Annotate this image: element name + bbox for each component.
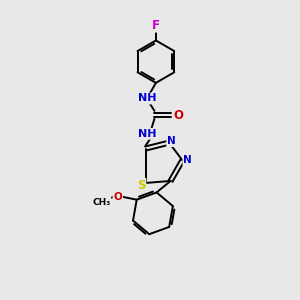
Text: N: N	[167, 136, 176, 146]
Text: CH₃: CH₃	[92, 197, 110, 206]
Text: NH: NH	[138, 129, 157, 139]
Text: NH: NH	[138, 94, 157, 103]
Text: S: S	[137, 179, 146, 192]
Text: O: O	[113, 192, 122, 202]
Text: N: N	[183, 155, 192, 165]
Text: O: O	[174, 109, 184, 122]
Text: F: F	[152, 19, 160, 32]
